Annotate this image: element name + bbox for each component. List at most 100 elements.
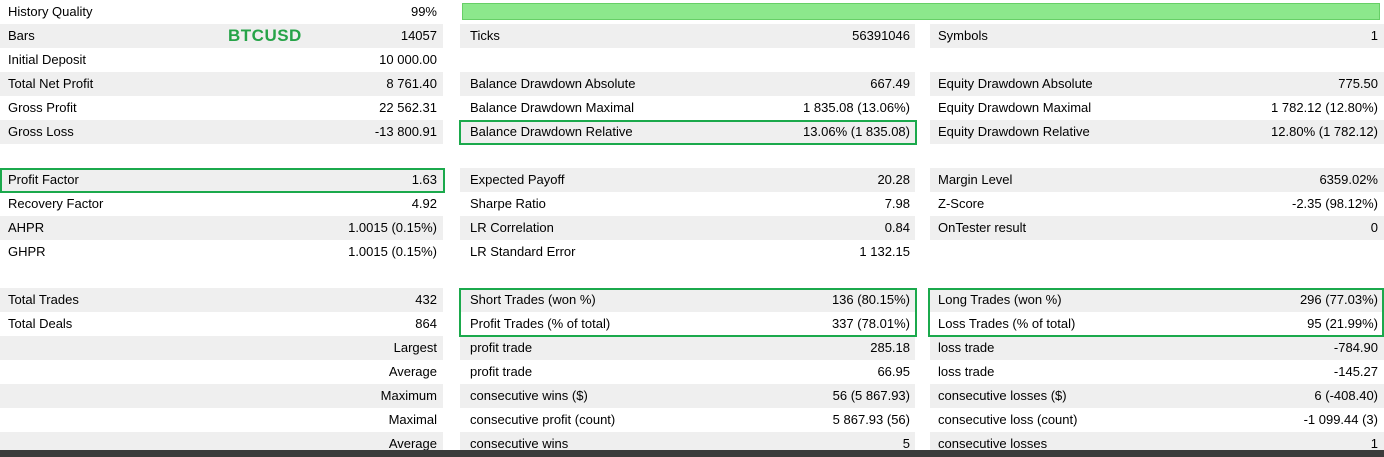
- metric-value: -1 099.44 (3): [1303, 412, 1378, 427]
- metric-value: 1: [1370, 28, 1378, 43]
- cell-col2: consecutive wins ($) 56 (5 867.93): [460, 384, 915, 408]
- column-gutter: [443, 312, 460, 336]
- metric-value: 667.49: [870, 76, 910, 91]
- metric-value: 0: [1370, 220, 1378, 235]
- metric-value: 7.98: [884, 196, 910, 211]
- metric-value: 56 (5 867.93): [832, 388, 910, 403]
- metric-label: History Quality: [8, 4, 93, 19]
- cell-col2: Sharpe Ratio 7.98: [460, 192, 915, 216]
- metric-label: Equity Drawdown Absolute: [938, 76, 1093, 91]
- row-qualifier: Maximal: [388, 412, 437, 427]
- metric-label: Ticks: [470, 28, 500, 43]
- metric-label: Bars: [8, 28, 35, 43]
- cell-col2: Balance Drawdown Maximal 1 835.08 (13.06…: [460, 96, 915, 120]
- cell-col1: [0, 264, 443, 288]
- metric-label: Recovery Factor: [8, 196, 104, 211]
- metric-label: loss trade: [938, 364, 995, 379]
- column-gutter: [915, 120, 930, 144]
- column-gutter: [915, 312, 930, 336]
- row-profit-factor: Profit Factor 1.63 Expected Payoff 20.28…: [0, 168, 1384, 192]
- cell-col3: [930, 48, 1384, 72]
- symbol-name: BTCUSD: [228, 26, 302, 45]
- row-qualifier: Largest: [393, 340, 437, 355]
- column-gutter: [915, 48, 930, 72]
- horizontal-scrollbar[interactable]: [0, 450, 1384, 457]
- column-gutter: [443, 24, 460, 48]
- metric-value: 66.95: [877, 364, 910, 379]
- metric-label: LR Correlation: [470, 220, 554, 235]
- cell-col3: consecutive losses ($) 6 (-408.40): [930, 384, 1384, 408]
- metric-value: 6 (-408.40): [1314, 388, 1378, 403]
- metric-value: 1 835.08 (13.06%): [803, 100, 910, 115]
- metric-value: 296 (77.03%): [1299, 292, 1378, 307]
- metric-value: 775.50: [1338, 76, 1378, 91]
- metric-value: 14057: [400, 28, 437, 43]
- row-total-trades: Total Trades 432 Short Trades (won %) 13…: [0, 288, 1384, 312]
- row-recovery-factor: Recovery Factor 4.92 Sharpe Ratio 7.98 Z…: [0, 192, 1384, 216]
- cell-col3: Margin Level 6359.02%: [930, 168, 1384, 192]
- column-gutter: [915, 240, 930, 264]
- row-ghpr: GHPR 1.0015 (0.15%) LR Standard Error 1 …: [0, 240, 1384, 264]
- metric-value: 56391046: [852, 28, 910, 43]
- cell-col2: profit trade 66.95: [460, 360, 915, 384]
- column-gutter: [443, 288, 460, 312]
- metric-label: Balance Drawdown Absolute: [470, 76, 636, 91]
- metric-label: Equity Drawdown Maximal: [938, 100, 1092, 115]
- cell-col3: Z-Score -2.35 (98.12%): [930, 192, 1384, 216]
- metric-value: 4.92: [411, 196, 437, 211]
- metric-value: 285.18: [870, 340, 910, 355]
- cell-col3: Loss Trades (% of total) 95 (21.99%): [930, 312, 1384, 336]
- metric-label: profit trade: [470, 364, 533, 379]
- metric-value: 12.80% (1 782.12): [1271, 124, 1378, 139]
- cell-col2: LR Correlation 0.84: [460, 216, 915, 240]
- row-bars: Bars 14057 Ticks 56391046 Symbols 1 BTCU…: [0, 24, 1384, 48]
- cell-col2: [460, 264, 915, 288]
- cell-col3: [930, 264, 1384, 288]
- cell-col2: Balance Drawdown Absolute 667.49: [460, 72, 915, 96]
- cell-col3: Equity Drawdown Relative 12.80% (1 782.1…: [930, 120, 1384, 144]
- cell-col1: GHPR 1.0015 (0.15%): [0, 240, 443, 264]
- cell-col1: Gross Loss -13 800.91: [0, 120, 443, 144]
- cell-col1: Maximum: [0, 384, 443, 408]
- cell-col3: [930, 240, 1384, 264]
- cell-col3: Equity Drawdown Maximal 1 782.12 (12.80%…: [930, 96, 1384, 120]
- metric-value: 10 000.00: [379, 52, 437, 67]
- metric-label: Gross Profit: [8, 100, 77, 115]
- cell-col2: [460, 144, 915, 168]
- metric-label: loss trade: [938, 340, 995, 355]
- metric-label: Initial Deposit: [8, 52, 87, 67]
- metric-label: consecutive profit (count): [470, 412, 616, 427]
- column-gutter: [915, 336, 930, 360]
- cell-col2: Profit Trades (% of total) 337 (78.01%): [460, 312, 915, 336]
- metric-label: consecutive losses: [938, 436, 1048, 451]
- cell-col2: [460, 48, 915, 72]
- column-gutter: [915, 216, 930, 240]
- metric-value: 432: [415, 292, 437, 307]
- metric-value: 1 132.15: [859, 244, 910, 259]
- metric-label: Sharpe Ratio: [470, 196, 546, 211]
- cell-col1: [0, 144, 443, 168]
- column-gutter: [443, 72, 460, 96]
- row-average-1: Average profit trade 66.95 loss trade -1…: [0, 360, 1384, 384]
- column-gutter: [915, 384, 930, 408]
- row-initial-deposit: Initial Deposit 10 000.00: [0, 48, 1384, 72]
- row-gross-profit: Gross Profit 22 562.31 Balance Drawdown …: [0, 96, 1384, 120]
- row-total-deals: Total Deals 864 Profit Trades (% of tota…: [0, 312, 1384, 336]
- column-gutter: [443, 168, 460, 192]
- metric-label: Gross Loss: [8, 124, 74, 139]
- metric-label: AHPR: [8, 220, 45, 235]
- metric-label: Total Deals: [8, 316, 73, 331]
- history-quality-progress-bar: [462, 3, 1380, 20]
- metric-value: 864: [415, 316, 437, 331]
- column-gutter: [443, 216, 460, 240]
- cell-col1: Maximal: [0, 408, 443, 432]
- cell-col3: Symbols 1: [930, 24, 1384, 48]
- cell-col3: OnTester result 0: [930, 216, 1384, 240]
- row-maximum: Maximum consecutive wins ($) 56 (5 867.9…: [0, 384, 1384, 408]
- cell-col2: profit trade 285.18: [460, 336, 915, 360]
- metric-value: -784.90: [1333, 340, 1378, 355]
- metric-label: Short Trades (won %): [470, 292, 596, 307]
- metric-value: 22 562.31: [379, 100, 437, 115]
- column-gutter: [915, 24, 930, 48]
- metric-value: 1.0015 (0.15%): [348, 220, 437, 235]
